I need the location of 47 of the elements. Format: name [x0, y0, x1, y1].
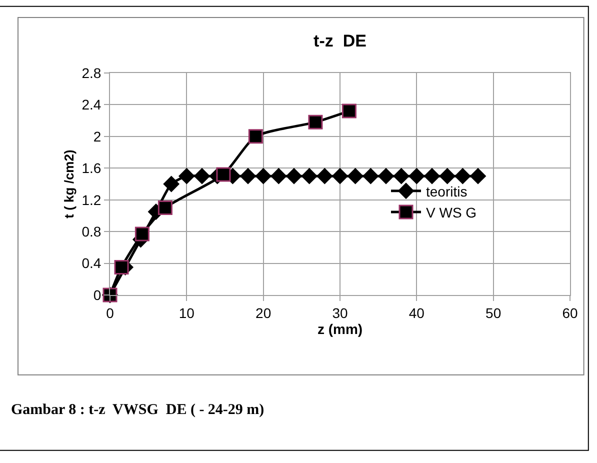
point [342, 104, 356, 118]
legend-label: teoritis [426, 183, 468, 200]
point [158, 200, 172, 216]
point [248, 129, 263, 144]
x-tick-label: 60 [562, 304, 578, 321]
x-tick-label: 50 [486, 304, 502, 321]
x-tick-label: 10 [178, 304, 195, 321]
point [301, 168, 318, 184]
y-tick-label: 1.6 [82, 160, 102, 176]
point [286, 168, 302, 184]
point [163, 176, 180, 192]
point [378, 168, 394, 184]
y-tick-label: 0.4 [82, 255, 102, 272]
y-axis-title: t ( kg /cm2) [62, 150, 77, 218]
y-tick-label: 2 [93, 128, 102, 144]
point [114, 260, 129, 274]
point [470, 168, 486, 184]
y-tick-label: 1.2 [82, 192, 102, 208]
point [316, 168, 333, 184]
point [308, 114, 323, 130]
x-axis-title: z (mm) [317, 320, 363, 337]
point [255, 168, 272, 184]
legend-label: V WS G [426, 204, 477, 221]
point [362, 168, 379, 184]
chart-title: t-z DE [314, 32, 366, 51]
point [424, 168, 440, 184]
y-tick-label: 0 [93, 286, 102, 303]
point [270, 168, 287, 184]
point [454, 168, 471, 184]
point [240, 168, 256, 184]
point [134, 226, 150, 242]
point [194, 168, 210, 184]
x-tick-label: 40 [408, 304, 425, 321]
y-tick-label: 2.4 [82, 96, 102, 113]
point [216, 167, 231, 182]
y-tick-label: 0.8 [82, 223, 102, 240]
x-tick-label: 30 [332, 304, 348, 321]
point [332, 168, 348, 184]
point [439, 168, 456, 184]
point [347, 168, 364, 184]
point [408, 168, 425, 184]
x-tick-label: 0 [106, 304, 114, 321]
point [393, 168, 410, 184]
point [178, 168, 195, 184]
y-tick-label: 2.8 [82, 64, 102, 81]
x-tick-label: 20 [256, 304, 272, 321]
text: Gambar 8 : t-z VWSG DE ( - 24-29 m) [11, 402, 264, 418]
